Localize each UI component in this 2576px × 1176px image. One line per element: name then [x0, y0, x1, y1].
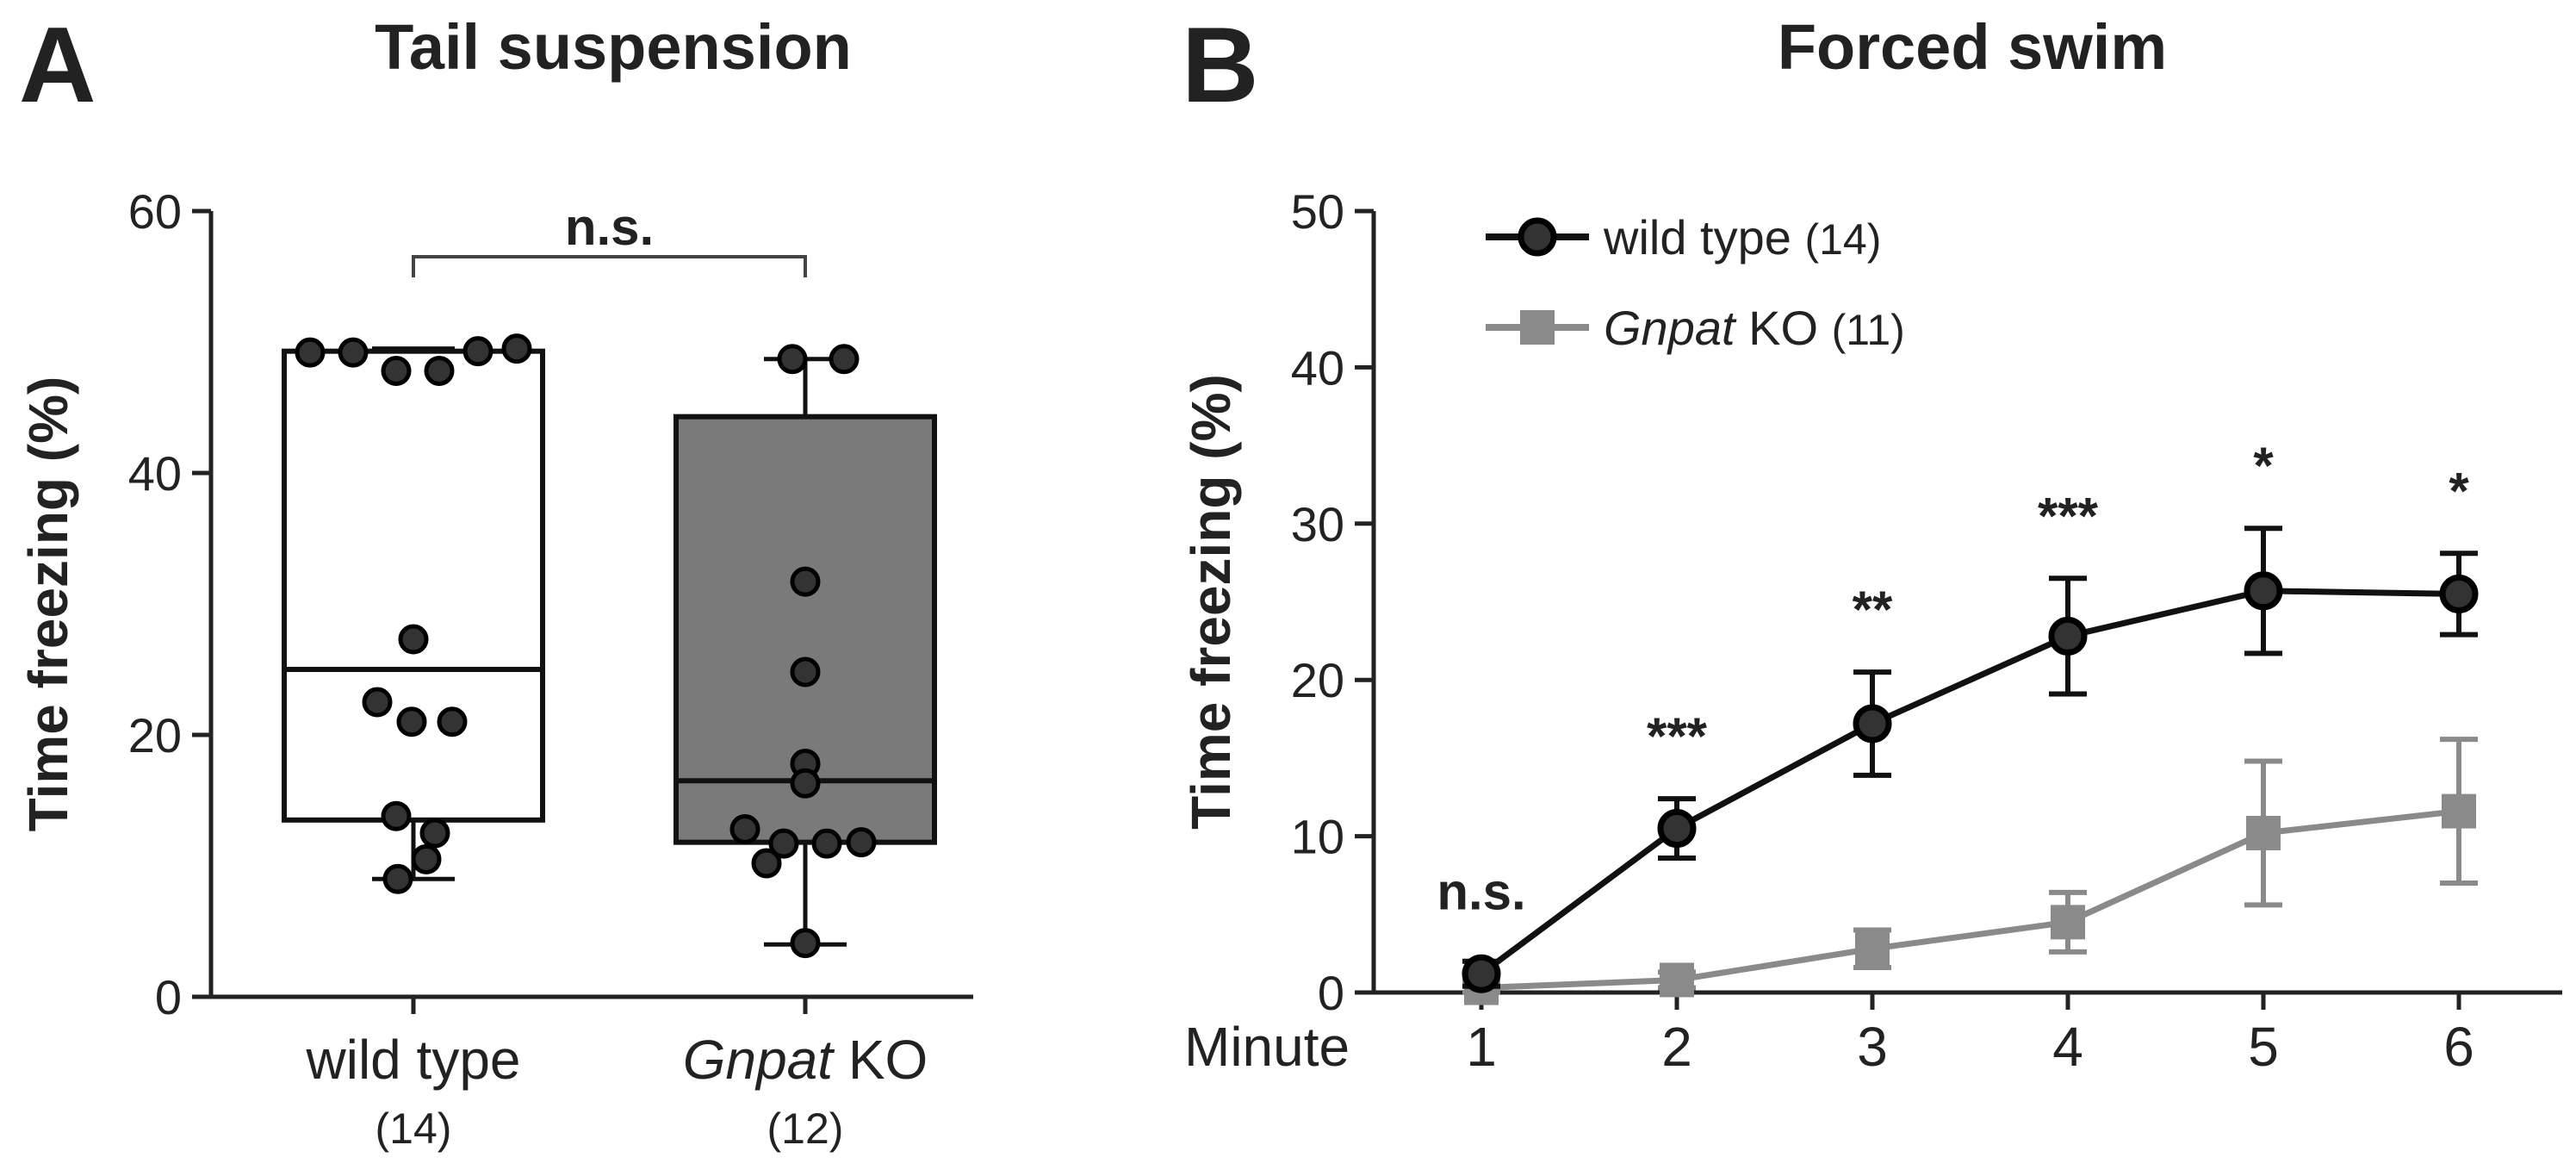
legend-label: wild type (14) [1603, 210, 1881, 264]
line-chart-forced-swim: 0 10 20 30 40 50 1 2 3 4 5 6 Minute Time freezing (%)… [1180, 184, 2562, 1078]
data-point-wild-type [1853, 704, 1892, 744]
data-point-wild-type [2439, 574, 2479, 613]
x-tick-label: 2 [1661, 1016, 1692, 1078]
data-point [811, 828, 842, 859]
data-point [790, 768, 821, 799]
data-point-wild-type [2048, 616, 2088, 656]
y-tick-label: 20 [128, 708, 182, 762]
significance-label: ** [1853, 581, 1893, 638]
y-tick-label: 50 [1291, 184, 1344, 239]
y-tick-label: 40 [1291, 340, 1344, 395]
series-line-gnpat-ko [1480, 808, 2460, 992]
legend-marker [1520, 310, 1555, 345]
data-point [295, 337, 326, 368]
significance-label: * [2253, 437, 2274, 495]
box-wild-type [282, 348, 545, 823]
significance-label: * [2449, 462, 2469, 520]
y-tick-label: 20 [1291, 653, 1344, 707]
data-point [790, 928, 821, 959]
series-line-wild-type [1479, 588, 2460, 977]
x-tick-label: 6 [2443, 1016, 2474, 1078]
data-point-gnpat-ko [2051, 905, 2085, 940]
y-tick-label: 40 [128, 446, 182, 501]
panel-a-title: Tail suspension [375, 11, 852, 83]
significance-bracket [412, 255, 807, 277]
significance-label: n.s. [565, 198, 654, 256]
data-point [396, 706, 427, 737]
panel-b-title: Forced swim [1778, 11, 2167, 83]
data-point [437, 706, 468, 737]
y-axis-label: Time freezing (%) [17, 376, 79, 832]
x-tick-label: 1 [1466, 1016, 1497, 1078]
data-point [768, 828, 799, 859]
data-point [790, 656, 821, 688]
data-point [829, 344, 860, 375]
y-tick-label: 0 [155, 970, 182, 1024]
sample-size-label: (14) [376, 1104, 452, 1153]
y-tick-label: 30 [1291, 497, 1344, 551]
data-point [501, 333, 532, 364]
y-tick-label: 10 [1291, 810, 1344, 864]
panel-b-letter: B [1182, 6, 1259, 125]
x-tick-label: 5 [2248, 1016, 2279, 1078]
data-point [419, 818, 450, 849]
x-axis-label: Minute [1184, 1016, 1350, 1078]
data-point-gnpat-ko [2246, 815, 2281, 850]
data-point [381, 355, 412, 386]
y-tick-label: 0 [1318, 966, 1344, 1020]
x-tick-label: 4 [2052, 1016, 2083, 1078]
box-plot-tail-suspension: 0 20 40 60 Time freezing (%) n.s. wild type (14… [17, 184, 973, 1153]
data-point [751, 848, 782, 879]
category-label: wild type [306, 1029, 521, 1091]
data-point-wild-type [2244, 571, 2283, 611]
data-point [790, 566, 821, 597]
data-point [846, 827, 877, 858]
data-point [729, 813, 760, 844]
legend-label: Gnpat KO (11) [1604, 301, 1905, 355]
significance-label: *** [2038, 487, 2099, 544]
category-label: Gnpat KO [683, 1029, 928, 1091]
x-tick-label: 3 [1857, 1016, 1888, 1078]
sample-size-label: (12) [767, 1104, 844, 1153]
data-point [382, 863, 413, 894]
data-point-gnpat-ko [1660, 962, 1694, 998]
y-axis-label: Time freezing (%) [1180, 374, 1242, 830]
data-point-gnpat-ko [1855, 931, 1890, 967]
significance-label: *** [1647, 707, 1708, 765]
data-point-gnpat-ko [2442, 793, 2476, 829]
data-point [362, 687, 393, 718]
data-point [462, 336, 493, 367]
data-point-wild-type [1462, 954, 1501, 993]
y-tick-label: 60 [128, 184, 182, 239]
significance-label: n.s. [1437, 863, 1525, 921]
data-point [398, 624, 429, 655]
data-point [381, 800, 412, 831]
panel-a-letter: A [19, 6, 96, 125]
data-point-wild-type [1657, 809, 1697, 849]
data-point [411, 843, 442, 874]
data-point [777, 344, 808, 375]
legend-marker [1518, 217, 1557, 257]
data-point [424, 355, 455, 386]
data-point [338, 337, 369, 368]
